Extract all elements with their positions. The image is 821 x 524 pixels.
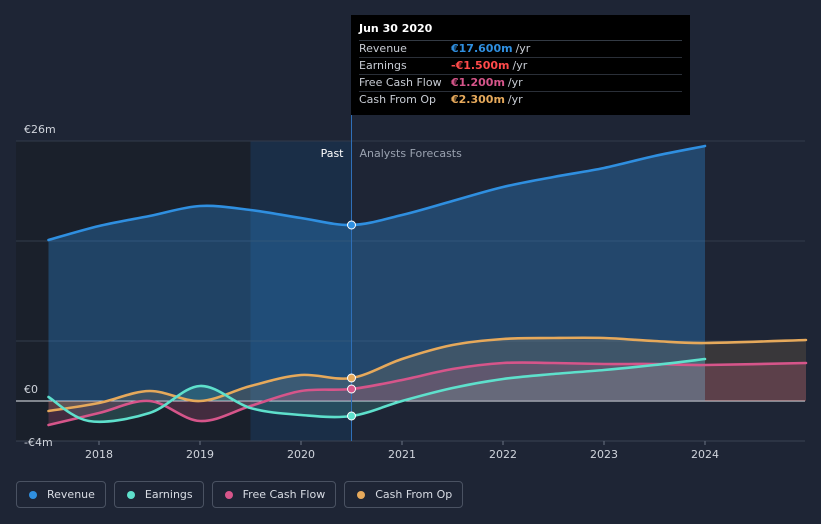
revenue-line [47,144,707,242]
tooltip-unit: /yr [507,76,523,89]
x-tick-label: 2023 [590,448,618,461]
legend-label: Earnings [144,488,193,501]
tooltip-value: €1.200m [451,76,505,89]
earnings-marker [347,411,356,421]
y-axis-label: -€4m [24,436,53,449]
tooltip: Jun 30 2020 Revenue €17.600m /yr Earning… [351,15,690,115]
tooltip-label: Earnings [359,59,407,72]
cash-from-op-marker [347,373,356,383]
forecast-label: Analysts Forecasts [360,147,463,160]
legend-item-cash-from-op[interactable]: Cash From Op [344,481,464,508]
legend-dot-icon [224,490,233,499]
x-tick-label: 2019 [186,448,214,461]
past-label: Past [321,147,345,160]
tooltip-date: Jun 30 2020 [359,21,682,41]
tooltip-unit: /yr [515,42,531,55]
tooltip-label: Free Cash Flow [359,76,442,89]
x-tick-label: 2020 [287,448,315,461]
cash-from-op-line [47,336,808,413]
legend-item-revenue[interactable]: Revenue [16,481,106,508]
legend-dot-icon [126,490,135,499]
legend-label: Cash From Op [375,488,453,501]
tooltip-value: -€1.500m [451,59,510,72]
x-tick-label: 2018 [85,448,113,461]
tooltip-label: Cash From Op [359,93,437,106]
free-cash-flow-marker [347,384,356,394]
legend-dot-icon [357,490,366,499]
tooltip-unit: /yr [507,93,523,106]
x-tick-label: 2022 [489,448,517,461]
tooltip-label: Revenue [359,42,407,55]
legend-item-free-cash-flow[interactable]: Free Cash Flow [211,481,337,508]
tooltip-row-free-cash-flow: Free Cash Flow €1.200m /yr [359,75,682,92]
tooltip-value: €2.300m [451,93,505,106]
tooltip-unit: /yr [512,59,528,72]
legend-label: Free Cash Flow [242,488,326,501]
tooltip-row-cash-from-op: Cash From Op €2.300m /yr [359,92,682,108]
tooltip-value: €17.600m [451,42,513,55]
y-axis-label: €26m [24,123,56,136]
legend-item-earnings[interactable]: Earnings [113,481,204,508]
legend: Revenue Earnings Free Cash Flow Cash Fro… [16,481,464,508]
legend-label: Revenue [47,488,95,501]
legend-dot-icon [29,490,37,499]
x-tick-label: 2021 [388,448,416,461]
tooltip-row-earnings: Earnings -€1.500m /yr [359,58,682,75]
x-tick-label: 2024 [691,448,719,461]
y-axis-label: €0 [24,383,38,396]
earnings-line [47,357,707,424]
tooltip-row-revenue: Revenue €17.600m /yr [359,41,682,58]
revenue-marker [347,220,356,230]
